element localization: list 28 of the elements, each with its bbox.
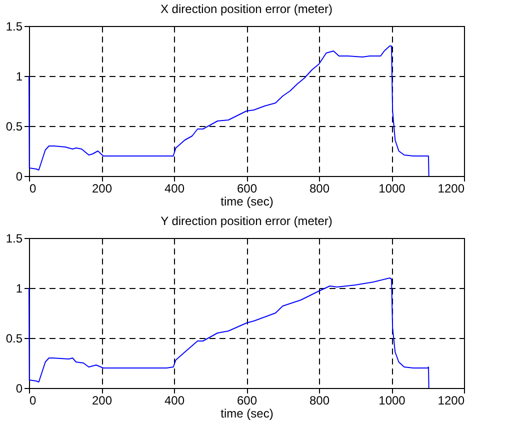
x-axis-title: time (sec) xyxy=(220,406,274,420)
y-tick-label: 1 xyxy=(16,70,23,84)
y-tick-label: 1.5 xyxy=(6,232,23,246)
x-tick-label: 0 xyxy=(30,182,36,196)
x-tick-label: 1200 xyxy=(438,394,465,408)
x-tick-label: 600 xyxy=(236,394,258,408)
y-tick-label: 0 xyxy=(16,382,23,396)
x-tick-label: 200 xyxy=(92,394,112,408)
x-tick-label: 1000 xyxy=(378,182,406,196)
y-tick-label: 0.5 xyxy=(6,120,23,134)
x-tick-label: 800 xyxy=(309,182,330,196)
x-tick-label: 1000 xyxy=(378,394,406,408)
x-tick-label: 400 xyxy=(164,394,185,408)
x-tick-label: 0 xyxy=(30,394,36,408)
line-series xyxy=(28,46,430,176)
line-series xyxy=(28,278,430,388)
y-tick-label: 0 xyxy=(16,170,23,184)
x-axis-title: time (sec) xyxy=(220,194,274,208)
chart-title: X direction position error (meter) xyxy=(160,2,333,16)
x-tick-label: 400 xyxy=(164,182,185,196)
y-tick-label: 0.5 xyxy=(6,332,23,346)
x-tick-label: 600 xyxy=(236,182,258,196)
x-tick-label: 200 xyxy=(92,182,112,196)
x-tick-label: 800 xyxy=(309,394,330,408)
y-tick-label: 1.5 xyxy=(6,20,23,34)
y-tick-label: 1 xyxy=(16,282,23,296)
x-tick-label: 1200 xyxy=(438,182,465,196)
chart-title: Y direction position error (meter) xyxy=(160,214,332,228)
